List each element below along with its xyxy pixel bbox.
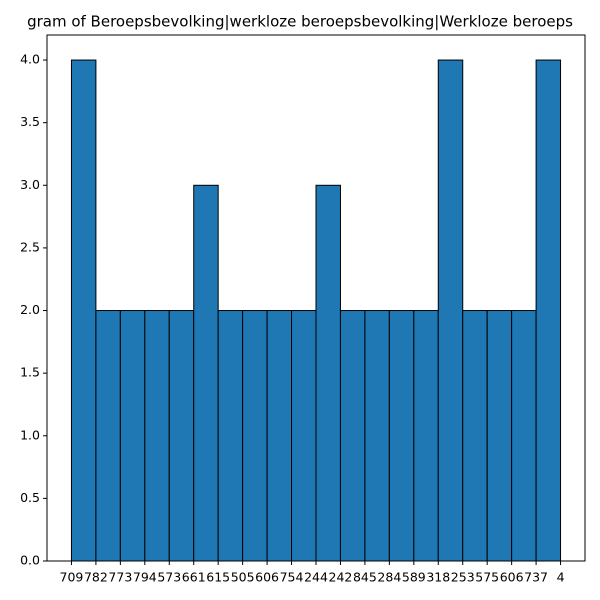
x-tick-label: 318 [426,570,450,585]
bar [535,59,562,562]
x-tick-label: 737 [524,570,548,585]
x-tick-label: 242 [329,570,353,585]
bar [364,310,390,562]
bar [168,310,195,562]
x-tick-label: 606 [255,570,279,585]
bar [266,310,293,562]
x-tick-label: 573 [157,570,181,585]
x-tick-label: 754 [280,570,304,585]
x-tick-label: 606 [500,570,524,585]
chart-title: gram of Beroepsbevolking|werkloze beroep… [27,13,573,31]
y-tick-label: 1.0 [20,427,40,442]
bar [70,59,97,562]
x-tick-label: 505 [231,570,255,585]
x-tick-label: 845 [353,570,377,585]
y-tick-label: 3.0 [20,177,40,192]
bar [291,310,317,562]
bar [462,310,488,562]
x-tick-label: 661 [182,570,206,585]
x-tick-label: 615 [206,570,230,585]
bar [95,310,121,562]
x-tick-label: 709 [60,570,84,585]
bar [511,310,537,562]
bar [437,59,464,562]
y-tick-label: 2.5 [20,239,40,254]
y-tick-label: 4.0 [20,52,40,67]
x-tick-label: 244 [304,570,328,585]
bar [388,310,415,562]
bar [217,310,244,562]
y-tick-label: 2.0 [20,302,40,317]
y-tick-label: 0.5 [20,490,40,505]
bar [315,184,341,562]
bar [119,310,146,562]
x-tick-label: 284 [377,570,401,585]
bar [486,310,513,562]
bar [144,310,170,562]
y-tick-label: 3.5 [20,114,40,129]
bar [413,310,439,562]
x-tick-label: 589 [402,570,426,585]
x-tick-label: 575 [475,570,499,585]
bar [193,184,219,562]
bar [242,310,268,562]
y-tick-label: 1.5 [20,365,40,380]
x-tick-label: 773 [108,570,132,585]
x-tick-label: 782 [84,570,108,585]
y-tick-label: 0.0 [20,553,40,568]
x-tick-label: 4 [557,570,565,585]
x-tick-label: 794 [133,570,157,585]
bar [339,310,366,562]
x-tick-label: 253 [451,570,475,585]
